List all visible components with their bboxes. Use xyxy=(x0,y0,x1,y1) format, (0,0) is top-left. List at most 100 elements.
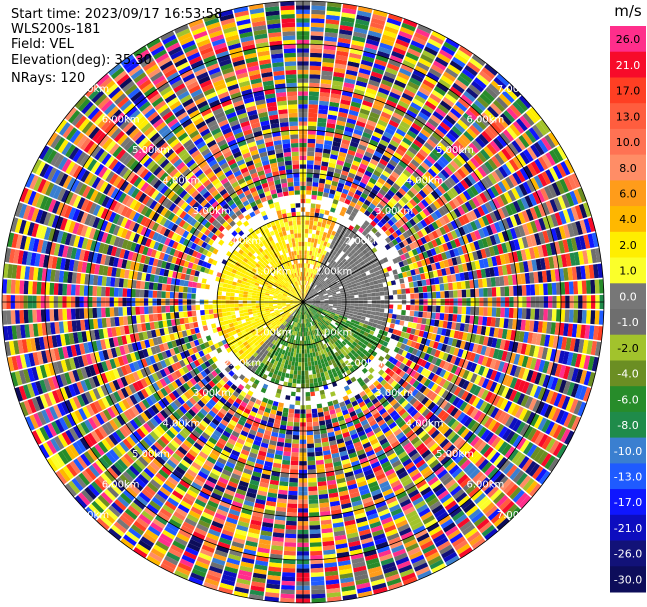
range-gate-cell xyxy=(382,75,395,84)
range-gate-cell xyxy=(352,93,364,100)
range-gate-cell xyxy=(309,78,320,84)
range-gate-cell xyxy=(358,303,364,307)
range-gate-cell xyxy=(422,50,436,60)
range-gate-cell xyxy=(339,29,353,36)
range-gate-cell xyxy=(310,35,324,41)
range-gate-cell xyxy=(340,16,355,23)
range-gate-cell xyxy=(332,256,337,261)
range-gate-cell xyxy=(307,439,314,444)
range-gate-cell xyxy=(308,494,318,500)
range-gate-cell xyxy=(308,95,319,101)
range-gate-cell xyxy=(391,314,397,319)
range-gate-cell xyxy=(307,460,316,466)
range-gate-cell xyxy=(282,563,296,569)
range-gate-cell xyxy=(311,238,315,243)
range-gate-cell xyxy=(351,97,363,104)
range-gate-cell xyxy=(317,377,322,383)
range-gate-cell xyxy=(345,122,356,129)
range-gate-cell xyxy=(431,131,443,142)
range-gate-cell xyxy=(369,139,379,147)
range-gate-cell xyxy=(294,361,299,367)
range-gate-cell xyxy=(429,34,444,45)
range-gate-cell xyxy=(371,173,380,181)
range-gate-cell xyxy=(315,230,320,236)
range-gate-cell xyxy=(365,87,378,96)
range-gate-cell xyxy=(332,236,338,242)
range-gate-cell xyxy=(281,576,296,582)
range-gate-cell xyxy=(329,259,335,265)
range-gate-cell xyxy=(363,297,368,301)
range-gate-cell xyxy=(347,190,355,198)
range-gate-cell xyxy=(340,20,354,27)
range-gate-cell xyxy=(452,282,458,290)
range-gate-cell xyxy=(452,82,465,94)
range-gate-cell xyxy=(310,563,324,569)
range-gate-cell xyxy=(296,379,301,384)
range-gate-cell xyxy=(405,149,416,159)
range-gate-cell xyxy=(377,119,388,128)
range-gate-cell xyxy=(370,71,383,79)
range-gate-cell xyxy=(356,76,369,84)
range-gate-cell xyxy=(375,213,383,221)
range-gate-cell xyxy=(304,241,308,247)
range-gate-cell xyxy=(398,30,413,40)
range-gate-cell xyxy=(307,357,311,362)
range-gate-cell xyxy=(309,82,320,88)
range-gate-cell xyxy=(290,464,299,470)
range-gate-cell xyxy=(321,74,333,81)
range-gate-cell xyxy=(490,80,504,93)
range-gate-cell xyxy=(371,17,386,26)
range-gate-cell xyxy=(298,353,302,358)
range-gate-cell xyxy=(477,316,483,326)
range-gate-cell xyxy=(432,111,444,121)
range-gate-cell xyxy=(324,36,338,42)
range-gate-cell xyxy=(491,287,497,297)
range-gate-cell xyxy=(440,306,445,313)
range-gate-cell xyxy=(397,100,410,109)
range-gate-cell xyxy=(307,281,311,286)
range-gate-cell xyxy=(312,264,316,270)
range-gate-cell xyxy=(296,344,300,350)
range-gate-cell xyxy=(328,162,336,169)
range-gate-cell xyxy=(321,259,326,265)
range-gate-cell xyxy=(333,262,339,268)
range-gate-cell xyxy=(308,117,317,122)
range-gate-cell xyxy=(354,203,362,211)
range-gate-cell xyxy=(303,284,305,290)
range-gate-cell xyxy=(318,235,323,241)
range-gate-cell xyxy=(305,336,308,341)
range-gate-cell xyxy=(415,115,427,125)
range-gate-cell xyxy=(368,115,379,123)
range-gate-cell xyxy=(320,79,332,85)
range-gate-cell xyxy=(378,316,384,321)
range-gate-cell xyxy=(345,305,351,309)
range-gate-cell xyxy=(310,212,315,217)
range-gate-cell xyxy=(369,75,382,83)
range-gate-cell xyxy=(465,306,471,315)
range-gate-cell xyxy=(325,266,330,272)
range-gate-cell xyxy=(364,42,378,51)
range-gate-cell xyxy=(346,153,355,160)
range-gate-cell xyxy=(417,132,429,142)
range-gate-cell xyxy=(305,374,309,380)
range-gate-cell xyxy=(408,162,418,171)
range-gate-cell xyxy=(371,292,376,297)
range-gate-cell xyxy=(349,141,359,148)
range-gate-cell xyxy=(479,93,492,105)
range-gate-cell xyxy=(491,307,497,317)
range-gate-cell xyxy=(403,88,416,98)
range-gate-cell xyxy=(295,400,301,406)
range-gate-cell xyxy=(461,289,467,298)
range-gate-cell xyxy=(308,499,319,504)
range-gate-cell xyxy=(306,348,310,354)
range-gate-cell xyxy=(321,254,326,260)
range-gate-cell xyxy=(435,284,441,292)
range-gate-cell xyxy=(454,122,466,134)
range-gate-cell xyxy=(305,280,307,286)
range-gate-cell xyxy=(424,75,438,86)
range-gate-cell xyxy=(402,137,413,146)
range-gate-cell xyxy=(307,143,316,148)
range-gate-cell xyxy=(308,490,318,496)
range-gate-cell xyxy=(315,368,320,374)
range-gate-cell xyxy=(334,168,342,175)
